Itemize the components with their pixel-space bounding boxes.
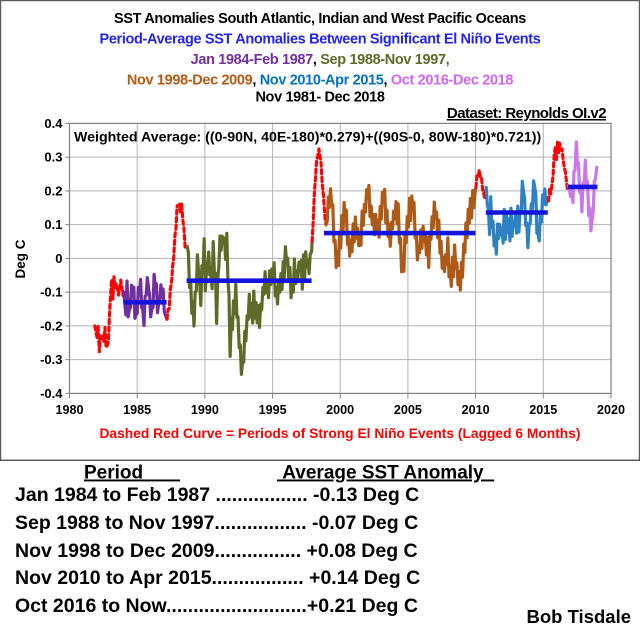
svg-text:1985: 1985 <box>123 403 151 417</box>
svg-text:Weighted Average: ((0-90N, 40E: Weighted Average: ((0-90N, 40E-180)*0.27… <box>74 130 541 146</box>
svg-text:-0.2: -0.2 <box>40 318 62 333</box>
svg-text:2020: 2020 <box>597 403 625 417</box>
svg-text:Bob Tisdale: Bob Tisdale <box>526 606 631 627</box>
svg-text:-0.4: -0.4 <box>40 386 63 401</box>
svg-text:Dashed Red Curve = Periods of: Dashed Red Curve = Periods of Strong El … <box>99 426 580 441</box>
svg-text:0: 0 <box>55 251 62 266</box>
svg-text:Period-Average SST Anomalies B: Period-Average SST Anomalies Between Sig… <box>100 32 541 48</box>
svg-text:Jan 1984-Feb 1987, Sep 1988-No: Jan 1984-Feb 1987, Sep 1988-Nov 1997, <box>191 52 450 68</box>
svg-text:1990: 1990 <box>191 403 219 417</box>
svg-text:2000: 2000 <box>326 403 354 417</box>
svg-text:Nov 1981- Dec 2018: Nov 1981- Dec 2018 <box>255 90 384 106</box>
svg-text:0.1: 0.1 <box>44 217 62 232</box>
svg-text:Dataset: Reynolds OI.v2: Dataset: Reynolds OI.v2 <box>447 105 606 122</box>
svg-text:2015: 2015 <box>529 403 557 417</box>
svg-text:SST Anomalies South Atlantic,: SST Anomalies South Atlantic, Indian and… <box>114 11 526 27</box>
svg-text:Jan 1984 to Feb 1987 .........: Jan 1984 to Feb 1987 ................. -… <box>15 484 419 506</box>
svg-text:0.4: 0.4 <box>44 116 63 131</box>
svg-text:-0.1: -0.1 <box>40 285 62 300</box>
svg-text:1995: 1995 <box>259 403 287 417</box>
svg-text:Nov 1998-Dec 2009, Nov 2010-Ap: Nov 1998-Dec 2009, Nov 2010-Apr 2015, Oc… <box>127 73 514 89</box>
svg-text:Oct 2016 to Now...............: Oct 2016 to Now.........................… <box>15 595 418 617</box>
svg-text:Average SST Anomaly: Average SST Anomaly <box>277 463 494 484</box>
svg-text:1980: 1980 <box>55 403 83 417</box>
svg-text:0.3: 0.3 <box>44 150 62 165</box>
svg-text:2005: 2005 <box>394 403 422 417</box>
svg-text:Nov 2010 to Apr 2015..........: Nov 2010 to Apr 2015................. +0… <box>15 567 420 589</box>
svg-text:0.2: 0.2 <box>44 183 62 198</box>
svg-text:Period: Period <box>84 463 180 484</box>
svg-text:Sep 1988 to Nov 1997..........: Sep 1988 to Nov 1997................. -0… <box>15 512 418 534</box>
svg-text:Deg C: Deg C <box>13 239 28 278</box>
svg-text:Nov 1998 to Dec 2009..........: Nov 1998 to Dec 2009................ +0.… <box>15 540 418 562</box>
svg-text:-0.3: -0.3 <box>40 352 62 367</box>
svg-text:2010: 2010 <box>462 403 490 417</box>
